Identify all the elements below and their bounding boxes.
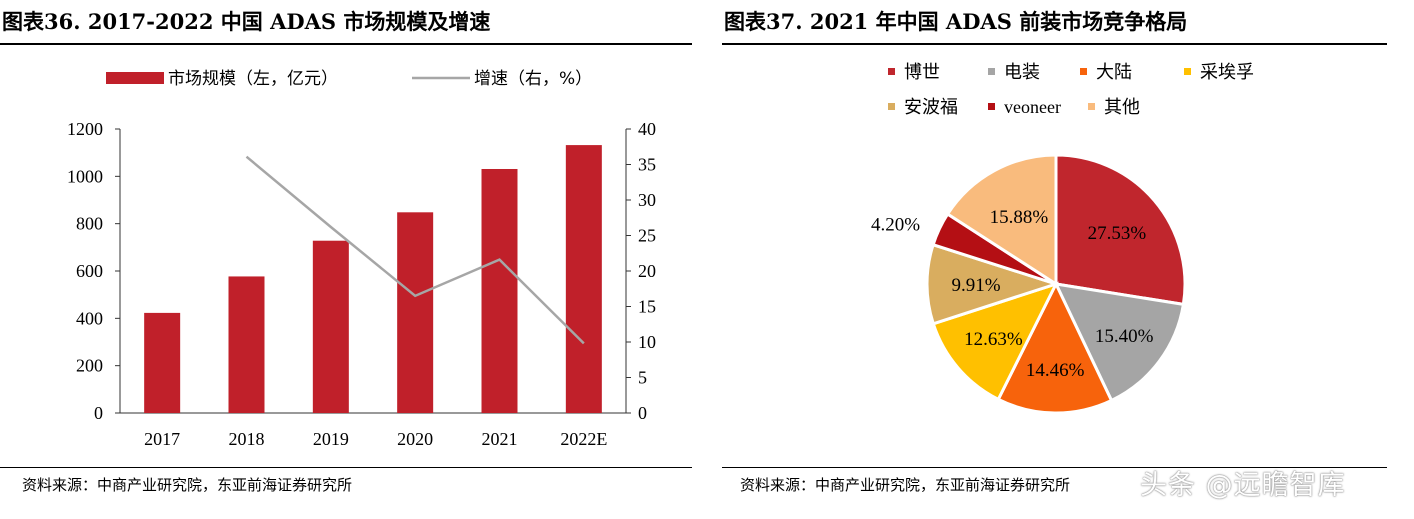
legend-label: veoneer: [1004, 97, 1061, 117]
legend-swatch: [988, 68, 995, 75]
bar-2019: [312, 240, 349, 413]
pie-slice-电装: [1053, 282, 1186, 403]
bar-2018: [228, 276, 265, 413]
legend-label-line: 增速（右，%）: [474, 69, 592, 89]
right-bottom-rule: [722, 467, 1387, 468]
slice-label: 15.40%: [1095, 326, 1154, 347]
y-left-tick-label: 200: [76, 356, 103, 376]
legend-swatch-bar: [106, 72, 164, 84]
y-right-tick-label: 5: [638, 368, 647, 388]
x-tick-label: 2022E: [560, 429, 607, 449]
pie-slice-博世: [1054, 153, 1187, 307]
legend-label: 大陆: [1096, 62, 1132, 83]
bar-2021: [481, 168, 518, 413]
left-bottom-rule: [0, 467, 692, 468]
y-left-tick-label: 0: [94, 403, 103, 423]
x-tick-label: 2019: [313, 429, 349, 449]
legend-label: 电装: [1004, 62, 1040, 83]
watermark-text: 头条 @远瞻智库: [1140, 470, 1346, 501]
y-left-tick-label: 800: [76, 214, 103, 234]
right-title-rule: [722, 43, 1387, 45]
bar-2022E: [565, 145, 602, 413]
right-source-note: 资料来源：中商产业研究院，东亚前海证券研究所: [740, 476, 1071, 494]
slice-label: 4.20%: [871, 215, 920, 236]
slice-label: 9.91%: [951, 275, 1000, 296]
y-right-tick-label: 10: [638, 332, 656, 352]
x-tick-label: 2017: [144, 429, 180, 449]
y-right-tick-label: 0: [638, 403, 647, 423]
growth-rate-line: [245, 155, 585, 345]
bar-2017: [144, 312, 181, 413]
legend-swatch: [1088, 103, 1095, 110]
slice-label: 14.46%: [1026, 360, 1085, 381]
legend-swatch: [1184, 68, 1191, 75]
slice-label: 12.63%: [964, 329, 1023, 350]
bar-2020: [397, 212, 434, 413]
y-left-tick-label: 1200: [67, 119, 103, 139]
right-panel: 图表37. 2021 年中国 ADAS 前装市场竞争格局 博世 电装 大陆 采埃孚安波…: [722, 0, 1414, 519]
pie-slice-其他: [945, 153, 1058, 287]
slice-label: 15.88%: [990, 207, 1049, 228]
left-title-rule: [0, 43, 692, 45]
x-tick-label: 2020: [397, 429, 433, 449]
y-left-tick-label: 600: [76, 261, 103, 281]
right-figure-title: 图表37. 2021 年中国 ADAS 前装市场竞争格局: [724, 9, 1188, 34]
pie-slice-安波福: [925, 242, 1061, 326]
y-right-tick-label: 30: [638, 190, 656, 210]
y-left-tick-label: 400: [76, 308, 103, 328]
slice-label: 27.53%: [1088, 223, 1147, 244]
legend-swatch: [988, 103, 995, 110]
pie-slice-采埃孚: [931, 281, 1059, 402]
legend-label: 博世: [904, 62, 940, 83]
chart-legend: 市场规模（左，亿元） 增速（右，%）: [106, 69, 592, 89]
y-right-tick-label: 15: [638, 297, 656, 317]
legend-label: 安波福: [904, 97, 958, 118]
bar-line-chart: 市场规模（左，亿元） 增速（右，%） 0 200 400 600 800 1000 1200 0 5…: [67, 69, 656, 449]
legend-swatch: [888, 103, 895, 110]
y-right-tick-label: 35: [638, 155, 656, 175]
pie-slice-大陆: [996, 280, 1114, 415]
y-right-tick-label: 40: [638, 119, 656, 139]
legend-swatch: [888, 68, 895, 75]
y-right-tick-label: 25: [638, 226, 656, 246]
y-left-tick-label: 1000: [67, 166, 103, 186]
legend-label: 采埃孚: [1200, 62, 1254, 83]
left-figure-title: 图表36. 2017-2022 中国 ADAS 市场规模及增速: [2, 9, 491, 34]
legend-swatch: [1080, 68, 1087, 75]
y-right-tick-label: 20: [638, 261, 656, 281]
x-tick-label: 2018: [229, 429, 265, 449]
left-source-note: 资料来源：中商产业研究院，东亚前海证券研究所: [22, 476, 353, 494]
left-panel: 图表36. 2017-2022 中国 ADAS 市场规模及增速 市场规模（左，亿…: [0, 0, 700, 519]
x-tick-label: 2021: [482, 429, 518, 449]
legend-label-bar: 市场规模（左，亿元）: [168, 69, 338, 89]
legend-label: 其他: [1104, 97, 1140, 118]
